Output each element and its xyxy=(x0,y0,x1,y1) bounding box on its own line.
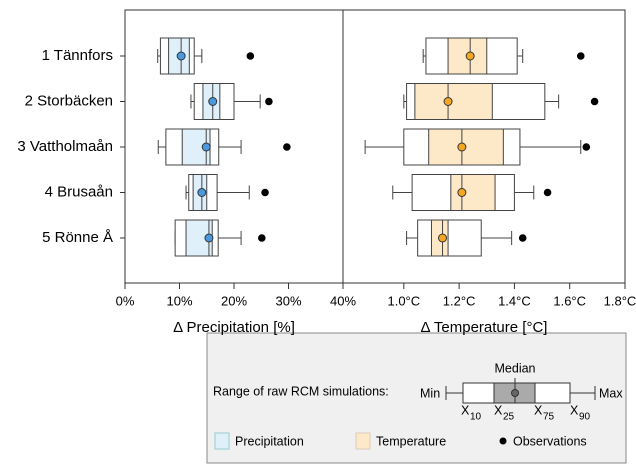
observation xyxy=(518,234,527,242)
y-tick-label: 2 Storbäcken xyxy=(25,92,113,109)
x-tick-label: 20% xyxy=(221,293,247,308)
x-tick-label: 1.6°C xyxy=(553,293,586,308)
legend-quantile-sub: 25 xyxy=(503,412,515,423)
box xyxy=(157,128,291,166)
median-marker xyxy=(197,188,207,197)
x-tick-label: 1.4°C xyxy=(498,293,531,308)
legend-quantile-sub: 75 xyxy=(543,412,555,423)
legend-temperature: Temperature xyxy=(376,434,446,448)
box xyxy=(185,174,269,211)
median-marker xyxy=(204,233,214,243)
legend-quantile-sub: 90 xyxy=(579,412,591,423)
box xyxy=(403,83,599,120)
x-tick-label: 1.0°C xyxy=(387,293,420,308)
box xyxy=(364,128,591,166)
x-axis-label: Δ Temperature [°C] xyxy=(421,319,548,336)
legend-quantile-base: X xyxy=(461,403,470,417)
x-tick-label: 1.8°C xyxy=(604,293,636,308)
observation xyxy=(246,52,255,60)
observation xyxy=(590,97,599,106)
x-tick-label: 1.2°C xyxy=(443,293,476,308)
legend-swatch xyxy=(214,432,230,450)
observation xyxy=(265,97,273,106)
median-marker xyxy=(443,97,453,106)
median-marker xyxy=(201,142,211,152)
median-marker xyxy=(208,97,218,106)
legend-observations: Observations xyxy=(513,434,587,448)
y-tick-label: 5 Rönne Å xyxy=(42,229,113,246)
x-tick-label: 30% xyxy=(275,293,301,308)
y-tick-label: 1 Tännfors xyxy=(42,47,113,64)
x-tick-label: 40% xyxy=(330,293,356,308)
legend-swatch xyxy=(355,432,371,450)
x-axis-label: Δ Precipitation [%] xyxy=(173,319,295,336)
y-tick-label: 4 Brusaån xyxy=(45,183,113,200)
median-marker xyxy=(457,142,467,152)
legend-median: Median xyxy=(495,361,536,375)
legend-dot xyxy=(499,437,507,445)
box xyxy=(174,219,266,257)
x-tick-label: 10% xyxy=(166,293,192,308)
legend-quantile-base: X xyxy=(570,403,579,417)
legend-max: Max xyxy=(599,386,623,400)
median-marker xyxy=(465,51,475,61)
observation xyxy=(261,188,269,197)
box xyxy=(406,219,527,257)
plot-frame xyxy=(342,9,626,284)
box xyxy=(422,37,585,75)
box xyxy=(392,174,552,211)
observation xyxy=(582,143,591,151)
box xyxy=(157,37,255,75)
inner-box xyxy=(414,83,493,120)
observation xyxy=(257,234,266,242)
y-tick-label: 3 Vattholmaån xyxy=(17,138,113,155)
outer-box xyxy=(417,219,482,257)
observation xyxy=(283,143,291,151)
legend-quantile-sub: 10 xyxy=(470,412,482,423)
observation xyxy=(576,52,585,60)
median-marker xyxy=(457,188,467,197)
legend-min: Min xyxy=(420,386,440,400)
legend-quantile-base: X xyxy=(534,403,543,417)
median-marker xyxy=(176,51,186,61)
legend-quantile-base: X xyxy=(494,403,503,417)
box xyxy=(190,83,273,120)
legend-range-label: Range of raw RCM simulations: xyxy=(213,384,389,398)
median-marker xyxy=(438,233,448,243)
x-tick-label: 0% xyxy=(116,293,135,308)
legend-precipitation: Precipitation xyxy=(235,434,304,448)
legend-box-glyph xyxy=(445,378,596,404)
observation xyxy=(543,188,552,197)
